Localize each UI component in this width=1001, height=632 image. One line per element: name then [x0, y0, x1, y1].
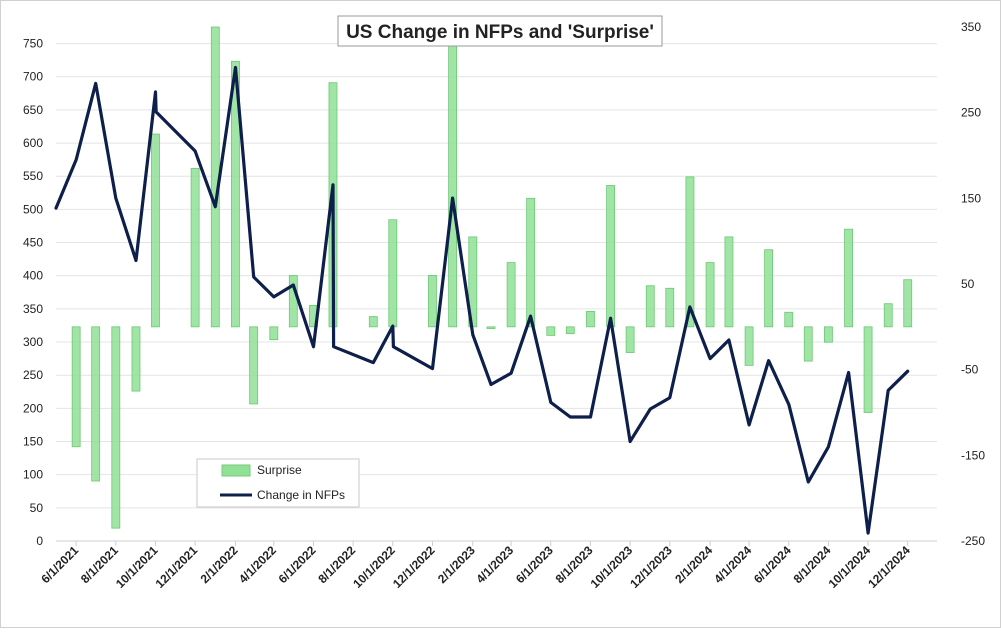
surprise-bar — [231, 60, 240, 328]
x-tick-label: 2/1/2023 — [435, 543, 478, 586]
x-axis-ticks: 6/1/20218/1/202110/1/202112/1/20212/1/20… — [38, 541, 913, 591]
surprise-bar — [764, 249, 774, 328]
nfp-line — [54, 65, 910, 535]
left-tick-label: 300 — [23, 335, 43, 349]
surprise-bar — [705, 262, 715, 328]
x-tick-label: 10/1/2022 — [350, 543, 398, 591]
right-tick-label: -250 — [961, 534, 985, 548]
left-tick-label: 650 — [23, 103, 43, 117]
right-tick-label: 350 — [961, 20, 981, 34]
surprise-bar — [506, 262, 516, 328]
nfp-line-layer — [54, 65, 910, 535]
surprise-bar — [565, 326, 575, 335]
x-tick-label: 2/1/2024 — [672, 543, 715, 586]
surprise-bar — [249, 326, 259, 405]
surprise-bar — [111, 326, 121, 529]
left-tick-label: 500 — [23, 202, 43, 216]
x-tick-label: 10/1/2024 — [826, 543, 874, 591]
surprise-bar — [486, 326, 496, 329]
x-tick-label: 6/1/2024 — [751, 543, 794, 586]
surprise-bar — [744, 326, 754, 366]
surprise-bar — [526, 197, 536, 328]
surprise-bar — [151, 133, 160, 328]
x-tick-label: 4/1/2022 — [236, 543, 279, 586]
surprise-bar — [784, 311, 794, 328]
surprise-bar — [586, 311, 595, 328]
surprise-bars — [71, 26, 913, 529]
right-tick-label: -150 — [961, 448, 985, 462]
left-tick-label: 200 — [23, 401, 43, 415]
surprise-bar — [190, 167, 200, 328]
x-tick-label: 6/1/2022 — [276, 543, 319, 586]
right-tick-label: -50 — [961, 363, 979, 377]
right-tick-label: 150 — [961, 191, 981, 205]
gridlines — [56, 43, 937, 509]
left-tick-label: 550 — [23, 169, 43, 183]
x-tick-label: 10/1/2021 — [113, 543, 161, 591]
chart-title: US Change in NFPs and 'Surprise' — [346, 22, 654, 43]
x-tick-label: 10/1/2023 — [588, 543, 636, 591]
left-tick-label: 450 — [23, 236, 43, 250]
left-tick-label: 750 — [23, 37, 43, 51]
surprise-bar — [724, 236, 734, 328]
left-tick-label: 600 — [23, 136, 43, 150]
surprise-bar — [824, 326, 833, 343]
chart-title-box: US Change in NFPs and 'Surprise' — [337, 15, 663, 47]
x-tick-label: 2/1/2022 — [198, 543, 241, 586]
left-tick-label: 100 — [23, 468, 43, 482]
surprise-bar — [428, 275, 437, 328]
right-tick-label: 250 — [961, 106, 981, 120]
surprise-bar — [131, 326, 141, 392]
left-tick-label: 350 — [23, 302, 43, 316]
surprise-bar — [903, 279, 913, 328]
surprise-bar — [645, 285, 655, 328]
legend-label-surprise: Surprise — [257, 463, 302, 477]
surprise-bar — [606, 185, 616, 328]
legend-swatch-surprise — [221, 464, 251, 477]
right-tick-label: 50 — [961, 277, 975, 291]
surprise-bar — [625, 326, 635, 353]
x-tick-label: 6/1/2023 — [513, 543, 556, 586]
surprise-bar — [685, 176, 695, 328]
left-tick-label: 700 — [23, 70, 43, 84]
surprise-bar — [803, 326, 813, 362]
surprise-bar — [665, 287, 675, 328]
x-tick-label: 12/1/2024 — [865, 543, 913, 591]
surprise-bar — [269, 326, 279, 341]
x-tick-label: 4/1/2023 — [473, 543, 516, 586]
x-tick-label: 12/1/2023 — [627, 543, 675, 591]
surprise-bar — [71, 326, 81, 448]
surprise-bar — [288, 275, 298, 328]
surprise-bar — [844, 228, 853, 328]
surprise-bar — [448, 43, 458, 328]
legend-label-nfp: Change in NFPs — [257, 488, 345, 502]
surprise-bar — [388, 219, 398, 328]
surprise-bar — [863, 326, 873, 413]
legend: Surprise Change in NFPs — [196, 458, 360, 508]
x-tick-label: 4/1/2024 — [711, 543, 754, 586]
right-axis-ticks: -250 -150 -50 50 150 250 350 — [961, 20, 985, 548]
surprise-bar — [91, 326, 101, 482]
title-box-border — [337, 15, 663, 47]
surprise-bar — [546, 326, 556, 336]
x-tick-label: 12/1/2022 — [390, 543, 438, 591]
left-axis-ticks: 0 50 100 150 200 250 300 350 400 450 500 550 600 650 7… — [23, 37, 43, 548]
surprise-bar — [368, 316, 378, 328]
left-tick-label: 50 — [30, 501, 44, 515]
surprise-bar — [883, 303, 893, 328]
left-tick-label: 400 — [23, 269, 43, 283]
left-tick-label: 0 — [36, 534, 43, 548]
left-tick-label: 150 — [23, 435, 43, 449]
x-tick-label: 12/1/2021 — [153, 543, 201, 591]
x-tick-label: 6/1/2021 — [38, 543, 81, 586]
left-tick-label: 250 — [23, 368, 43, 382]
